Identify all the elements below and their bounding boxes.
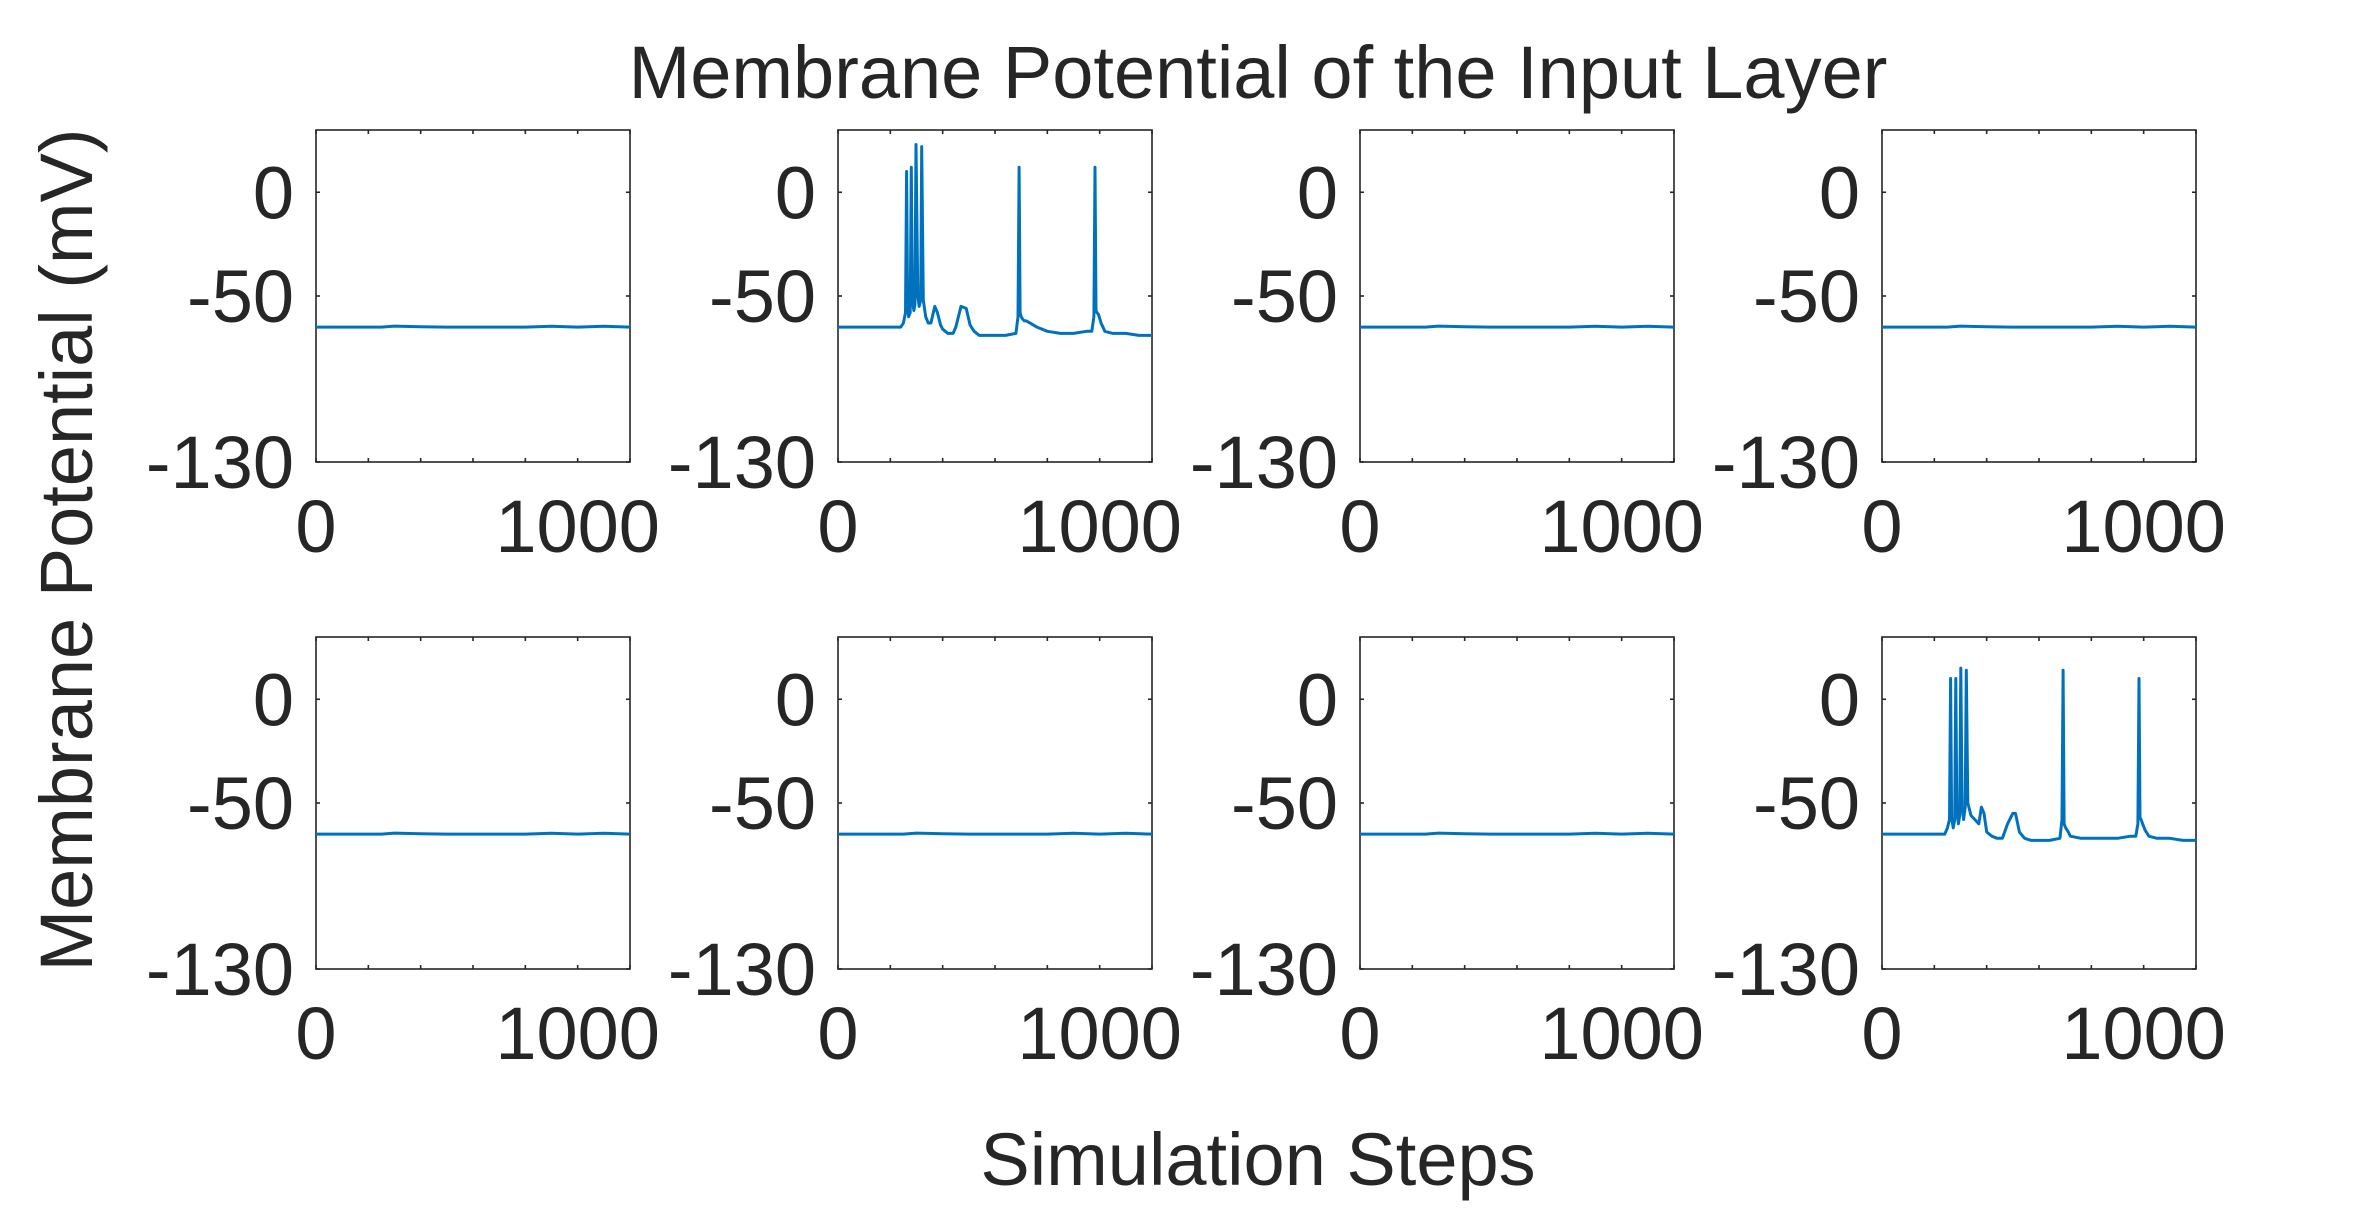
subplot-1: -130 -50 0 0 1000	[146, 129, 660, 568]
x-tick-label: 1000	[495, 992, 660, 1075]
y-tick-label: -50	[709, 762, 816, 845]
y-tick-label: -130	[146, 928, 294, 1011]
y-tick-label: -130	[668, 928, 816, 1011]
y-tick-label: -130	[1190, 421, 1338, 504]
x-tick-label: 0	[817, 992, 858, 1075]
membrane-potential-trace	[1882, 324, 2197, 329]
subplot-4: -130 -50 0 0 1000	[1712, 129, 2226, 568]
x-tick-label: 0	[295, 992, 336, 1075]
y-tick-label: 0	[253, 151, 294, 234]
chart-title: Membrane Potential of the Input Layer	[629, 31, 1888, 114]
membrane-potential-trace	[1360, 324, 1675, 329]
y-tick-label: -130	[1712, 421, 1860, 504]
y-tick-label: 0	[775, 658, 816, 741]
plot-frame	[1359, 129, 1675, 463]
plot-frame	[315, 129, 631, 463]
y-tick-label: 0	[1819, 151, 1860, 234]
x-tick-label: 1000	[1539, 485, 1704, 568]
membrane-potential-trace	[1882, 666, 2196, 842]
x-tick-label: 0	[295, 485, 336, 568]
plot-frame	[1881, 129, 2197, 463]
y-tick-label: 0	[1297, 658, 1338, 741]
subplot-6: -130 -50 0 0 1000	[668, 636, 1182, 1075]
x-tick-label: 0	[1861, 992, 1902, 1075]
y-tick-label: 0	[1819, 658, 1860, 741]
y-tick-label: -130	[146, 421, 294, 504]
y-tick-label: -50	[1231, 762, 1338, 845]
y-tick-label: -130	[1190, 928, 1338, 1011]
x-tick-label: 0	[1339, 992, 1380, 1075]
plot-frame	[1881, 636, 2197, 970]
x-tick-label: 1000	[1017, 992, 1182, 1075]
y-tick-label: -50	[709, 255, 816, 338]
x-axis-label: Simulation Steps	[980, 1118, 1535, 1201]
y-tick-label: 0	[253, 658, 294, 741]
subplot-3: -130 -50 0 0 1000	[1190, 129, 1704, 568]
y-tick-label: 0	[775, 151, 816, 234]
plot-frame	[1359, 636, 1675, 970]
x-tick-label: 0	[817, 485, 858, 568]
y-tick-label: -130	[668, 421, 816, 504]
x-tick-label: 1000	[1017, 485, 1182, 568]
plot-frame	[837, 636, 1153, 970]
x-tick-label: 1000	[1539, 992, 1704, 1075]
membrane-potential-trace	[838, 143, 1152, 337]
x-tick-label: 1000	[2061, 992, 2226, 1075]
y-tick-label: -50	[1753, 255, 1860, 338]
x-tick-label: 1000	[2061, 485, 2226, 568]
y-tick-label: -50	[187, 762, 294, 845]
subplot-5: -130 -50 0 0 1000	[146, 636, 660, 1075]
y-axis-label: Membrane Potential (mV)	[25, 128, 108, 971]
plot-frame	[315, 636, 631, 970]
y-tick-label: 0	[1297, 151, 1338, 234]
subplot-8: -130 -50 0 0 1000	[1712, 636, 2226, 1075]
membrane-potential-trace	[316, 324, 631, 329]
y-tick-label: -50	[1231, 255, 1338, 338]
subplot-2: -130 -50 0 0 1000	[668, 129, 1182, 568]
x-tick-label: 0	[1339, 485, 1380, 568]
plot-frame	[837, 129, 1153, 463]
y-tick-label: -50	[1753, 762, 1860, 845]
membrane-potential-trace	[1360, 831, 1675, 836]
membrane-potential-trace	[838, 831, 1153, 836]
x-tick-label: 0	[1861, 485, 1902, 568]
membrane-potential-trace	[316, 831, 631, 836]
y-tick-label: -130	[1712, 928, 1860, 1011]
x-tick-label: 1000	[495, 485, 660, 568]
subplot-7: -130 -50 0 0 1000	[1190, 636, 1704, 1075]
y-tick-label: -50	[187, 255, 294, 338]
